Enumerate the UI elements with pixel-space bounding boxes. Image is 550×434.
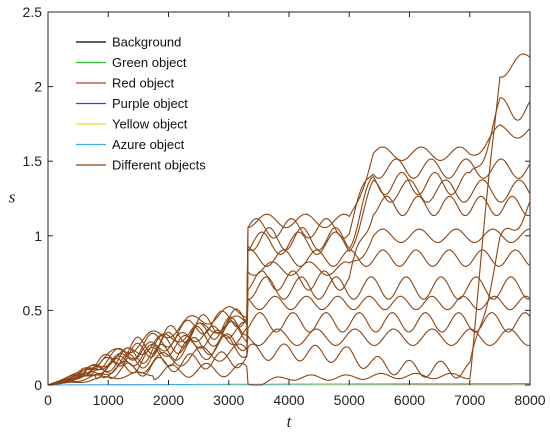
legend-label-7: Different objects <box>112 158 206 173</box>
x-tick-label: 3000 <box>213 392 244 408</box>
x-tick-label: 8000 <box>514 392 545 408</box>
x-tick-label: 6000 <box>394 392 425 408</box>
x-tick-label: 5000 <box>334 392 365 408</box>
y-tick-label: 2.5 <box>23 4 43 20</box>
series-line-7-curve-10 <box>47 328 531 386</box>
y-axis-label: s <box>9 188 16 207</box>
y-tick-label: 1 <box>34 228 42 244</box>
series-line-7-curve-1 <box>47 295 531 386</box>
legend-label-1: Background <box>112 35 181 50</box>
legend: Background Green object Red object Purple o… <box>76 35 206 173</box>
series-line-7-curve-11 <box>47 195 531 386</box>
x-tick-label: 0 <box>44 392 52 408</box>
legend-label-5: Yellow object <box>112 117 188 132</box>
series-line-7-curve-13 <box>47 53 531 386</box>
x-tick-label: 4000 <box>273 392 304 408</box>
y-tick-label: 0.5 <box>23 302 43 318</box>
legend-label-4: Purple object <box>112 96 188 111</box>
legend-label-3: Red object <box>112 76 175 91</box>
x-tick-label: 2000 <box>153 392 184 408</box>
x-tick-label: 1000 <box>93 392 124 408</box>
legend-label-6: Azure object <box>112 137 185 152</box>
y-tick-label: 0 <box>34 377 42 393</box>
series-line-7-curve-9 <box>47 228 531 386</box>
legend-label-2: Green object <box>112 55 187 70</box>
axes-layer: 0 1000 2000 3000 4000 5000 6000 7000 8000 0 0.5 1 1.… <box>23 4 546 408</box>
series-line-7-curve-4 <box>47 179 531 386</box>
series-line-7-curve-7 <box>47 312 531 386</box>
y-tick-label: 1.5 <box>23 153 43 169</box>
y-tick-label: 2 <box>34 79 42 95</box>
x-tick-label: 7000 <box>454 392 485 408</box>
x-axis-label: t <box>287 412 293 431</box>
series-line-7-curve-12 <box>47 97 531 386</box>
curves-layer <box>47 53 531 386</box>
